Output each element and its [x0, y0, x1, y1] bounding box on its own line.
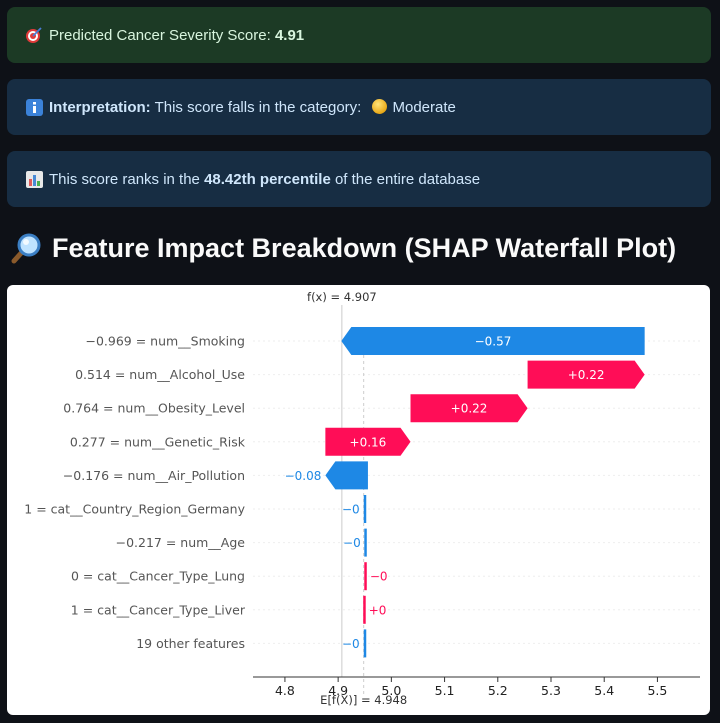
feature-label: 19 other features [136, 636, 245, 651]
x-tick-label: 5.2 [488, 683, 508, 698]
bar-chart-icon [25, 170, 43, 188]
prediction-value: 4.91 [274, 26, 305, 44]
prediction-alert: Predicted Cancer Severity Score: 4.91 [7, 7, 711, 63]
target-icon [25, 26, 43, 44]
feature-label: −0.176 = num__Air_Pollution [63, 468, 245, 483]
x-tick-label: 5.3 [541, 683, 561, 698]
bar-value-label: −0.57 [475, 335, 512, 349]
bar-value-label: +0 [369, 603, 387, 617]
bar-9 [363, 595, 366, 624]
x-tick-label: 5.0 [381, 683, 401, 698]
section-heading: Feature Impact Breakdown (SHAP Waterfall… [10, 232, 676, 264]
bar-value-label: −0 [370, 570, 388, 584]
percentile-value: 48.42th percentile [204, 170, 331, 188]
x-tick-label: 5.5 [647, 683, 667, 698]
section-title: Feature Impact Breakdown (SHAP Waterfall… [52, 232, 677, 263]
bar-4 [325, 427, 411, 456]
category-value: Moderate [392, 98, 456, 116]
bar-5 [325, 461, 368, 490]
feature-label: 1 = cat__Country_Region_Germany [24, 502, 245, 517]
bar-10 [363, 629, 367, 658]
x-tick-label: 4.8 [275, 683, 295, 698]
feature-label: 0.277 = num__Genetic_Risk [70, 434, 246, 449]
feature-label: −0.969 = num__Smoking [85, 334, 245, 349]
prediction-text: Predicted Cancer Severity Score: 4.91 [49, 26, 305, 44]
bar-8 [364, 562, 367, 591]
bar-3 [410, 394, 528, 423]
bar-value-label: −0 [343, 536, 361, 550]
feature-label: 0.514 = num__Alcohol_Use [75, 367, 245, 382]
feature-label: −0.217 = num__Age [116, 535, 246, 550]
bar-value-label: +0.22 [568, 368, 605, 382]
magnifier-icon [10, 232, 42, 264]
interpretation-alert: Interpretation: This score falls in the … [7, 79, 711, 135]
shap-waterfall-plot: f(x) = 4.907 −0.57 −0.969 = num__Smoking +0… [7, 285, 710, 715]
yellow-circle-icon [371, 98, 387, 114]
x-tick-label: 5.1 [435, 683, 455, 698]
bar-value-label: −0 [342, 637, 360, 651]
info-icon [25, 98, 43, 116]
bar-1 [341, 327, 645, 355]
x-tick-label: 5.4 [594, 683, 614, 698]
percentile-text: This score ranks in the 48.42th percenti… [49, 170, 481, 188]
bar-value-label: −0.08 [285, 469, 322, 483]
feature-label: 0 = cat__Cancer_Type_Lung [71, 569, 245, 584]
bar-value-label: −0 [342, 503, 360, 517]
bar-value-label: +0.16 [350, 435, 387, 449]
fx-label: f(x) = 4.907 [307, 290, 377, 304]
feature-label: 1 = cat__Cancer_Type_Liver [71, 602, 246, 617]
efx-label: E[f(X)] = 4.948 [320, 693, 407, 707]
x-tick-label: 4.9 [328, 683, 348, 698]
waterfall-chart: f(x) = 4.907 −0.57 −0.969 = num__Smoking +0… [24, 290, 700, 707]
bar-6 [363, 495, 367, 523]
percentile-alert: This score ranks in the 48.42th percenti… [7, 151, 711, 207]
bar-2 [527, 360, 645, 389]
bar-7 [364, 528, 367, 557]
interpretation-text: Interpretation: This score falls in the … [49, 98, 456, 116]
bar-value-label: +0.22 [451, 402, 488, 416]
feature-label: 0.764 = num__Obesity_Level [63, 401, 245, 416]
